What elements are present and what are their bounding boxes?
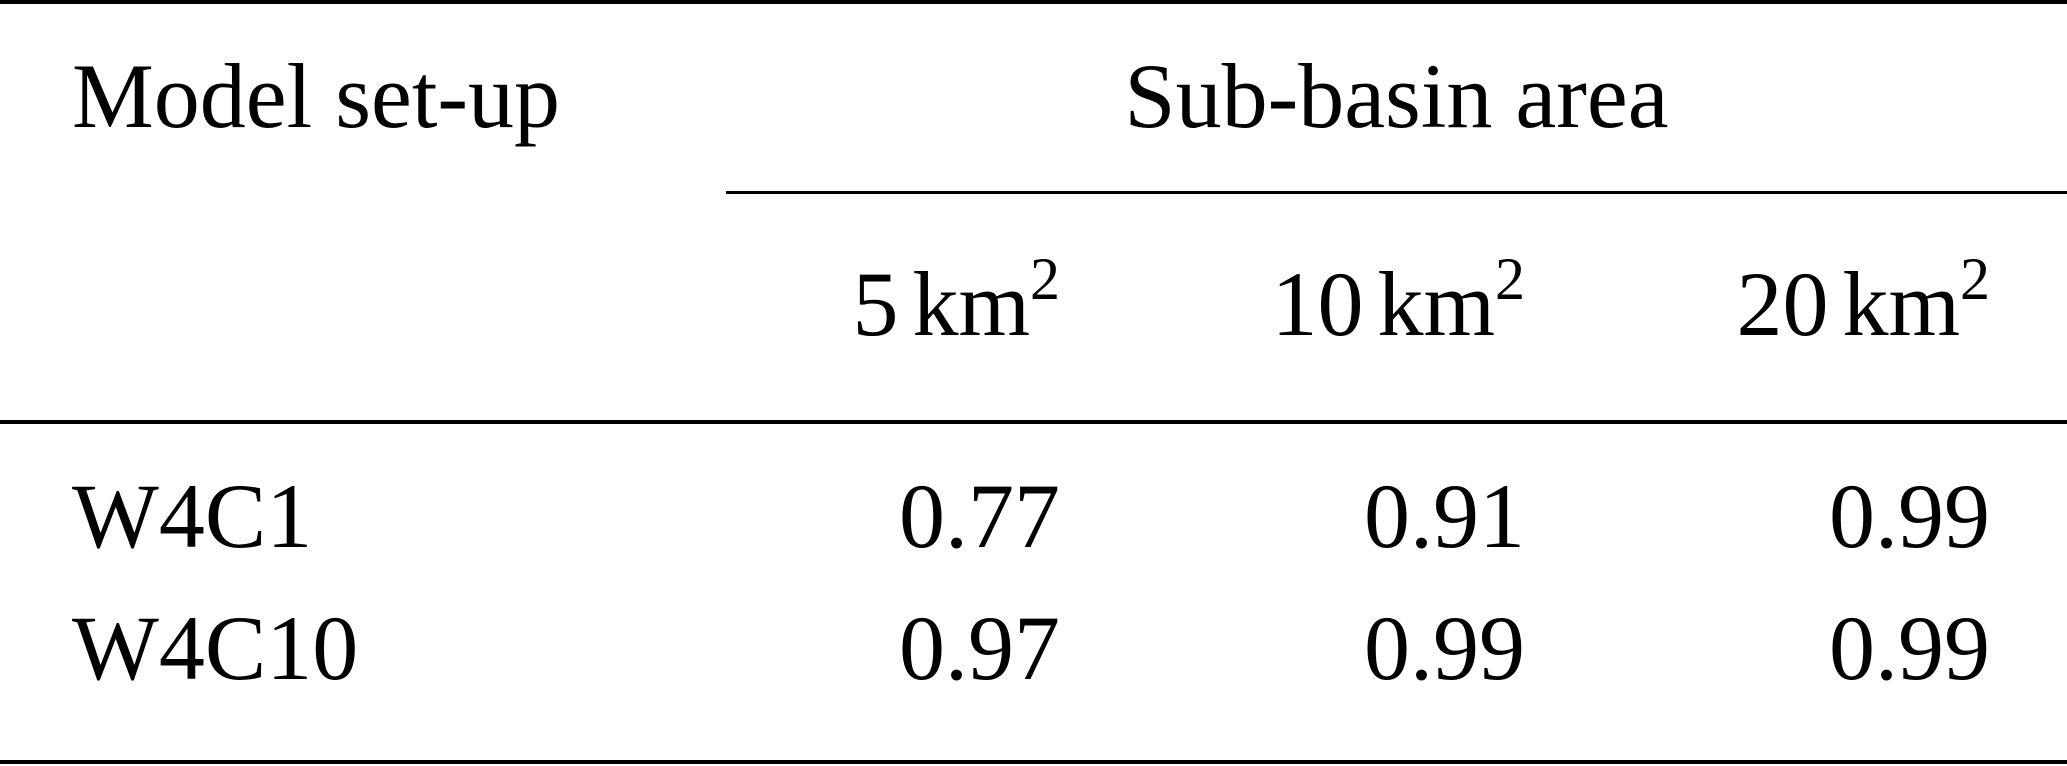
model-setup-header: Model set-up <box>72 45 561 147</box>
cell-w4c10-20km2: 0.99 <box>1829 597 1990 699</box>
column-header-5km2: 5 km2 <box>760 249 1060 350</box>
row-label-w4c1: W4C1 <box>72 465 313 567</box>
group-rule <box>726 191 2067 194</box>
cell-w4c1-5km2: 0.77 <box>899 465 1060 567</box>
column-unit: km <box>912 253 1030 355</box>
top-rule <box>0 0 2067 4</box>
column-value: 10 <box>1271 253 1364 355</box>
cell-w4c10-10km2: 0.99 <box>1364 597 1525 699</box>
column-exponent: 2 <box>1495 246 1525 312</box>
bottom-rule <box>0 760 2067 764</box>
row-label-w4c10: W4C10 <box>72 597 359 699</box>
column-value: 20 <box>1736 253 1829 355</box>
cell-w4c10-5km2: 0.97 <box>899 597 1060 699</box>
column-value: 5 <box>852 253 899 355</box>
column-exponent: 2 <box>1030 246 1060 312</box>
cell-w4c1-10km2: 0.91 <box>1364 465 1525 567</box>
header-rule <box>0 420 2067 424</box>
column-exponent: 2 <box>1960 246 1990 312</box>
column-header-10km2: 10 km2 <box>1225 249 1525 350</box>
column-unit: km <box>1842 253 1960 355</box>
column-header-20km2: 20 km2 <box>1690 249 1990 350</box>
column-unit: km <box>1377 253 1495 355</box>
sub-basin-area-header: Sub-basin area <box>1124 45 1669 147</box>
cell-w4c1-20km2: 0.99 <box>1829 465 1990 567</box>
